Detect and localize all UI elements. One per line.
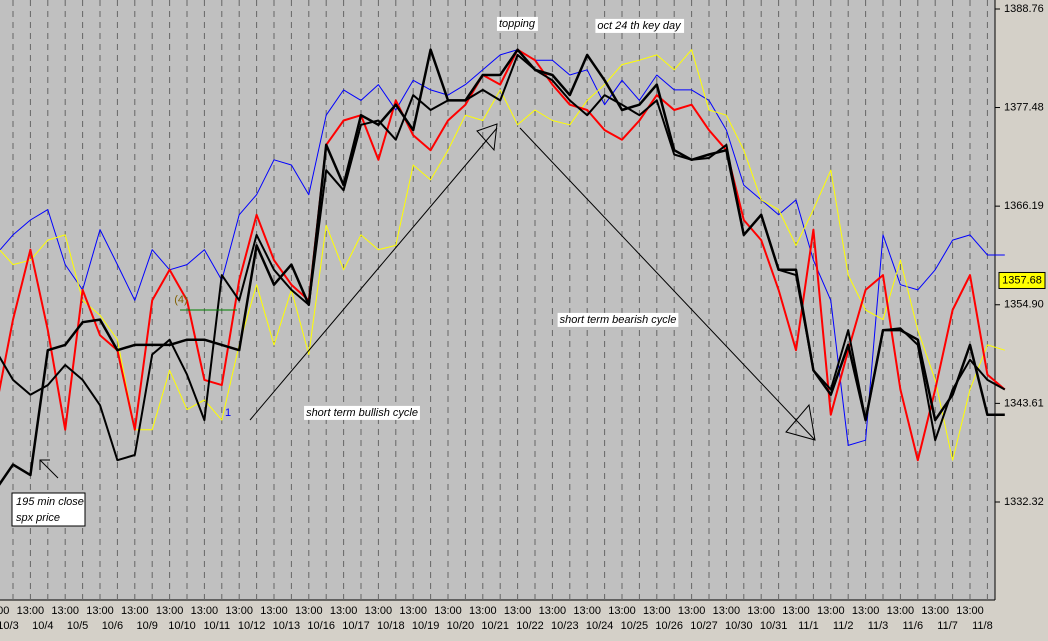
- x-tick-label: 13:00: [852, 605, 880, 617]
- x-tick-label: 13:00: [747, 605, 775, 617]
- x-tick-label: 10/27: [690, 620, 718, 632]
- x-tick-label: 13:00: [399, 605, 427, 617]
- x-tick-label: 13:00: [956, 605, 984, 617]
- x-tick-label: 10/18: [377, 620, 405, 632]
- series-line: [0, 48, 1005, 486]
- x-tick-label: 13:00: [713, 605, 741, 617]
- x-tick-label: 10/21: [481, 620, 509, 632]
- x-tick-label: 10/24: [586, 620, 614, 632]
- annotation: 1: [225, 407, 231, 419]
- bullish-arrow: [249, 127, 498, 421]
- x-tick-label: 10/16: [307, 620, 335, 632]
- x-tick-label: 13:00: [887, 605, 915, 617]
- x-tick-label: 10/6: [102, 620, 123, 632]
- x-tick-label: 10/26: [655, 620, 683, 632]
- x-tick-label: 13:00: [817, 605, 845, 617]
- y-tick-label: 1343.61: [1004, 397, 1044, 409]
- x-tick-label: 13:00: [539, 605, 567, 617]
- y-tick-label: 1366.19: [1004, 200, 1044, 212]
- x-tick-label: 10/22: [516, 620, 544, 632]
- series-line: [0, 48, 1006, 462]
- y-axis-area: [995, 0, 1048, 641]
- lines: [0, 48, 1006, 486]
- x-tick-label: 10/17: [342, 620, 370, 632]
- x-tick-label: 13:00: [921, 605, 949, 617]
- x-tick-label: 10/11: [203, 620, 230, 632]
- x-tick-label: 13:00: [260, 605, 288, 617]
- x-tick-label: 10/30: [725, 620, 753, 632]
- last-price-label: 1357.68: [1002, 274, 1042, 286]
- y-tick-label: 1354.90: [1004, 299, 1044, 311]
- annotation: oct 24 th key day: [597, 20, 682, 32]
- x-tick-label: 11/6: [903, 620, 924, 632]
- y-tick-label: 1377.48: [1004, 101, 1044, 113]
- x-tick-label: 10/19: [412, 620, 440, 632]
- x-tick-label: 13:00: [51, 605, 79, 617]
- x-tick-label: 10/4: [32, 620, 53, 632]
- x-tick-label: 13:00: [191, 605, 219, 617]
- x-tick-label: 10/25: [621, 620, 649, 632]
- x-tick-label: 13:00: [0, 605, 9, 617]
- x-tick-label: 11/1: [798, 620, 819, 632]
- x-tick-label: 10/12: [238, 620, 266, 632]
- y-tick-label: 1388.76: [1004, 3, 1044, 15]
- series-line: [0, 49, 1005, 446]
- bearish-arrow: [519, 127, 816, 441]
- x-tick-label: 10/3: [0, 620, 19, 632]
- annotation: (4): [174, 294, 187, 306]
- x-tick-label: 13:00: [678, 605, 706, 617]
- x-tick-label: 13:00: [643, 605, 671, 617]
- x-axis-area: [0, 600, 995, 641]
- annotation: topping: [499, 18, 536, 30]
- label-arrow: [39, 459, 59, 479]
- x-tick-label: 10/23: [551, 620, 579, 632]
- last-price-box: [998, 271, 1046, 289]
- x-tick-label: 13:00: [469, 605, 497, 617]
- x-tick-label: 13:00: [608, 605, 636, 617]
- x-tick-label: 10/10: [168, 620, 196, 632]
- annotation: short term bullish cycle: [306, 407, 418, 419]
- bearish-arrow-head: [785, 403, 816, 441]
- x-tick-label: 13:00: [121, 605, 149, 617]
- x-tick-label: 13:00: [156, 605, 184, 617]
- x-tick-label: 10/9: [136, 620, 157, 632]
- x-tick-label: 10/31: [760, 620, 788, 632]
- annotation-box: [496, 16, 538, 31]
- x-tick-label: 13:00: [86, 605, 114, 617]
- x-tick-label: 13:00: [504, 605, 532, 617]
- x-tick-label: 10/5: [67, 620, 88, 632]
- annotation: short term bearish cycle: [560, 314, 677, 326]
- x-tick-label: 13:00: [434, 605, 462, 617]
- x-tick-label: 11/3: [868, 620, 889, 632]
- x-tick-label: 13:00: [295, 605, 323, 617]
- annotation: 195 min close: [16, 496, 84, 508]
- label-arrow-head: [39, 459, 50, 470]
- series-line: [0, 49, 1005, 461]
- annotation-box: [557, 312, 679, 327]
- x-tick-label: 13:00: [17, 605, 45, 617]
- annotation: spx price: [16, 512, 60, 524]
- x-tick-label: 10/20: [447, 620, 475, 632]
- label-box: [11, 492, 86, 527]
- x-tick-label: 11/8: [972, 620, 993, 632]
- x-tick-label: 13:00: [330, 605, 358, 617]
- bullish-arrow-head: [476, 123, 498, 152]
- annotation-box: [304, 405, 420, 420]
- x-tick-label: 10/13: [273, 620, 301, 632]
- annotations: topping oct 24 th key day short term bulli…: [11, 16, 685, 527]
- y-tick-label: 1332.32: [1004, 496, 1044, 508]
- arrows: [39, 123, 816, 479]
- x-tick-label: 11/7: [937, 620, 958, 632]
- x-tick-label: 13:00: [573, 605, 601, 617]
- x-tick-label: 13:00: [225, 605, 253, 617]
- x-tick-label: 11/2: [833, 620, 854, 632]
- annotation-box: [595, 18, 685, 33]
- x-tick-label: 13:00: [365, 605, 393, 617]
- x-tick-label: 13:00: [782, 605, 810, 617]
